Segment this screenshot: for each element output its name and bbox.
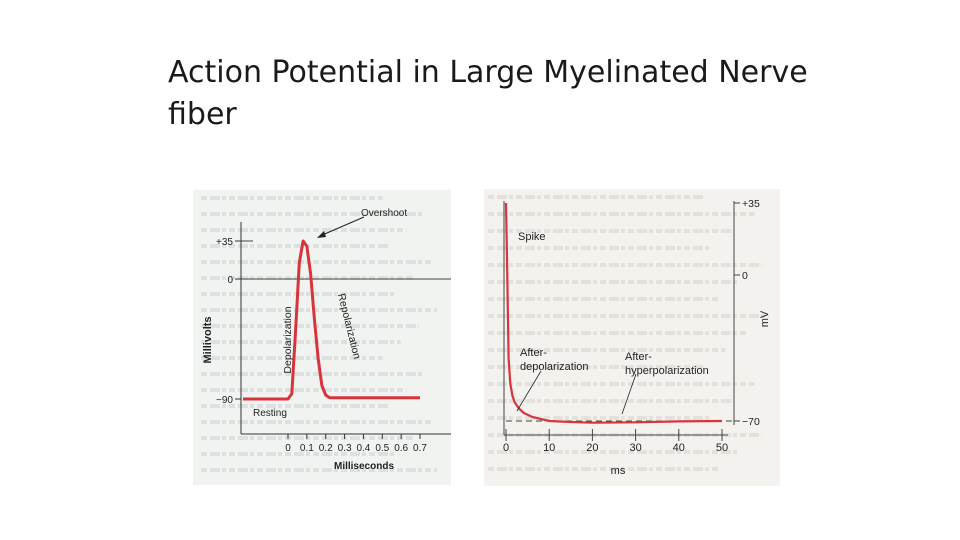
x-tick-label: 0.7 xyxy=(413,443,427,454)
spike-label: Spike xyxy=(518,231,546,243)
x-tick-label: 0 xyxy=(285,443,291,454)
x-tick-label: 20 xyxy=(586,442,598,454)
y-tick-label: −70 xyxy=(742,416,760,428)
overshoot-arrow xyxy=(319,216,365,237)
action-potential-curve xyxy=(243,239,420,401)
x-tick-label: 0.4 xyxy=(356,443,370,454)
x-tick-label: 0.2 xyxy=(319,443,333,454)
x-axis-label: ms xyxy=(611,465,626,477)
overshoot-label: Overshoot xyxy=(361,208,407,219)
after-depolarization-label: After-depolarization xyxy=(520,347,589,373)
x-tick-label: 0.6 xyxy=(394,443,408,454)
after-hyperpolarization-pointer xyxy=(621,373,637,415)
x-axis-label: Milliseconds xyxy=(334,461,394,472)
x-tick-label: 40 xyxy=(673,442,685,454)
y-axis-label: Millivolts xyxy=(202,316,214,363)
spike-curve xyxy=(504,202,723,424)
scan-background xyxy=(193,190,451,485)
y-tick-label: +35 xyxy=(742,198,760,210)
axes: +35 0 −90 0 0.1 0.2 0.3 0.4 0.5 0.6 0.7 xyxy=(216,222,451,454)
x-tick-label: 0.3 xyxy=(338,443,352,454)
after-hyperpolarization-label: After-hyperpolarization xyxy=(625,351,709,377)
x-tick-label: 30 xyxy=(629,442,641,454)
x-tick-label: 0.5 xyxy=(375,443,389,454)
scan-background xyxy=(484,189,780,486)
y-tick-label: −90 xyxy=(216,395,233,406)
after-depolarization-pointer xyxy=(516,370,542,412)
axes: +35 0 −70 0 10 20 30 40 50 xyxy=(503,198,760,454)
x-tick-label: 10 xyxy=(543,442,555,454)
chart-afterpotential-panel: +35 0 −70 0 10 20 30 40 50 mV ms Spike After-dep… xyxy=(484,189,780,486)
chart-action-potential-panel: +35 0 −90 0 0.1 0.2 0.3 0.4 0.5 0.6 0.7 Millivolts… xyxy=(193,190,451,485)
x-tick-label: 0 xyxy=(503,442,509,454)
chart-afterpotential: +35 0 −70 0 10 20 30 40 50 mV ms Spike After-dep… xyxy=(484,189,780,486)
overshoot-arrowhead xyxy=(317,231,326,238)
y-tick-label: 0 xyxy=(742,270,748,282)
resting-label: Resting xyxy=(253,408,287,419)
y-tick-label: +35 xyxy=(216,237,233,248)
chart-action-potential: +35 0 −90 0 0.1 0.2 0.3 0.4 0.5 0.6 0.7 Millivolts… xyxy=(193,190,451,485)
x-tick-label: 50 xyxy=(716,442,728,454)
y-axis-label: mV xyxy=(759,310,771,327)
y-tick-label: 0 xyxy=(227,275,233,286)
slide-title: Action Potential in Large Myelinated Ner… xyxy=(168,55,808,133)
depolarization-label: Depolarization xyxy=(282,306,294,373)
x-tick-label: 0.1 xyxy=(300,443,314,454)
